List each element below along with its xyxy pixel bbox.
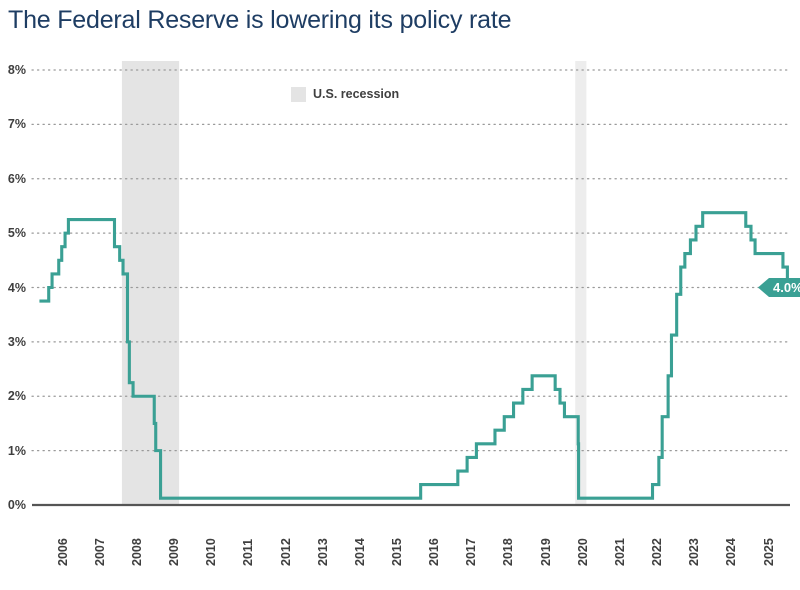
y-axis-tick-label: 1% [7, 443, 26, 458]
x-axis-tick-label: 2022 [650, 538, 665, 566]
y-axis-tick-label: 4% [7, 280, 26, 295]
x-axis-tick-label: 2018 [501, 538, 516, 566]
x-axis-tick-label: 2011 [241, 538, 256, 566]
y-axis-tick-label: 2% [7, 389, 26, 404]
x-axis-tick-label: 2010 [204, 538, 219, 566]
y-axis-tick-label: 5% [7, 226, 26, 241]
recession-bands [121, 61, 587, 505]
x-axis-tick-label: 2023 [687, 538, 702, 566]
x-axis-tick-label: 2007 [92, 538, 107, 566]
y-axis-tick-label: 0% [7, 498, 26, 512]
x-axis-tick-label: 2009 [167, 538, 182, 566]
x-axis-tick-label: 2024 [724, 538, 739, 566]
chart-legend: U.S. recession [291, 87, 399, 102]
x-axis-tick-label: 2013 [315, 538, 330, 566]
x-axis-tick-label: 2025 [761, 538, 776, 566]
gridlines [31, 69, 791, 452]
x-axis-tick-label: 2006 [55, 538, 70, 566]
end-value-label: 4.0% [773, 280, 800, 295]
y-axis-tick-label: 3% [7, 334, 26, 349]
x-axis-tick-label: 2015 [389, 538, 404, 566]
legend-label-recession: U.S. recession [313, 87, 400, 101]
x-axis-tick-label: 2014 [352, 538, 367, 566]
y-axis-tick-label: 7% [7, 117, 26, 132]
legend-swatch-recession [291, 87, 306, 102]
x-axis-tick-label: 2019 [538, 538, 553, 566]
x-axis-tick-label: 2017 [464, 538, 479, 566]
series-lines [39, 211, 793, 500]
x-axis-tick-label: 2016 [427, 538, 442, 566]
x-axis-tick-label: 2008 [129, 538, 144, 566]
end-value-callout [758, 278, 800, 297]
x-axis-tick-label: 2020 [575, 538, 590, 566]
x-axis-tick-label: 2012 [278, 538, 293, 566]
y-axis-tick-label: 8% [7, 63, 26, 77]
y-axis-tick-label: 6% [7, 171, 26, 186]
x-axis-tick-label: 2021 [612, 538, 627, 566]
chart-title: The Federal Reserve is lowering its poli… [8, 6, 512, 34]
